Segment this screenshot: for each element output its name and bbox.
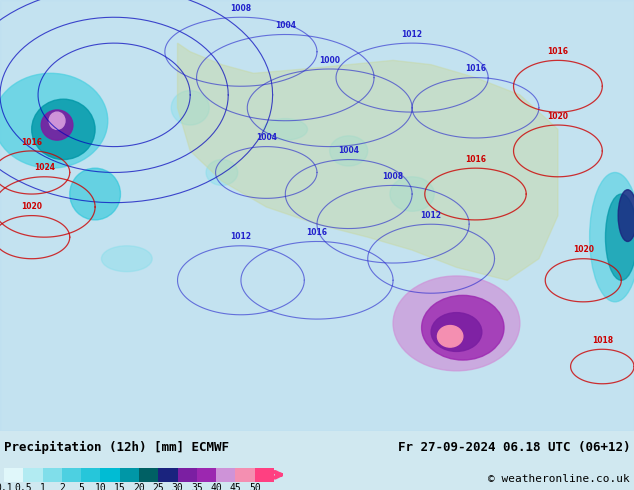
Ellipse shape xyxy=(206,160,238,185)
FancyBboxPatch shape xyxy=(4,467,23,482)
Text: 1024: 1024 xyxy=(34,164,55,172)
Text: 1004: 1004 xyxy=(338,146,359,155)
Ellipse shape xyxy=(263,119,307,140)
Ellipse shape xyxy=(393,276,520,371)
Ellipse shape xyxy=(171,91,209,125)
FancyBboxPatch shape xyxy=(235,467,255,482)
Ellipse shape xyxy=(390,177,434,211)
Text: Fr 27-09-2024 06.18 UTC (06+12): Fr 27-09-2024 06.18 UTC (06+12) xyxy=(398,441,630,454)
FancyBboxPatch shape xyxy=(216,467,235,482)
Ellipse shape xyxy=(70,168,120,220)
Ellipse shape xyxy=(49,112,65,129)
Text: 1008: 1008 xyxy=(382,172,404,181)
Text: © weatheronline.co.uk: © weatheronline.co.uk xyxy=(488,474,630,484)
Text: 1016: 1016 xyxy=(465,155,486,164)
Text: 30: 30 xyxy=(172,483,183,490)
Ellipse shape xyxy=(41,110,73,140)
Text: 1016: 1016 xyxy=(465,64,486,74)
Ellipse shape xyxy=(32,99,95,160)
Text: 1020: 1020 xyxy=(547,112,569,121)
Ellipse shape xyxy=(437,325,463,347)
Text: 50: 50 xyxy=(249,483,261,490)
Ellipse shape xyxy=(618,190,634,242)
Text: 40: 40 xyxy=(210,483,222,490)
Ellipse shape xyxy=(101,246,152,271)
Text: 1000: 1000 xyxy=(319,56,340,65)
Text: 0.1: 0.1 xyxy=(0,483,13,490)
Text: 1020: 1020 xyxy=(573,245,594,254)
FancyBboxPatch shape xyxy=(178,467,197,482)
Text: 1012: 1012 xyxy=(230,232,252,242)
FancyBboxPatch shape xyxy=(42,467,62,482)
Text: 15: 15 xyxy=(114,483,126,490)
FancyBboxPatch shape xyxy=(100,467,120,482)
Text: 1: 1 xyxy=(40,483,46,490)
FancyBboxPatch shape xyxy=(158,467,178,482)
FancyBboxPatch shape xyxy=(139,467,158,482)
Text: 25: 25 xyxy=(152,483,164,490)
Text: 2: 2 xyxy=(59,483,65,490)
Text: 5: 5 xyxy=(78,483,84,490)
Text: 1004: 1004 xyxy=(256,133,277,142)
Text: 20: 20 xyxy=(133,483,145,490)
Ellipse shape xyxy=(330,136,368,166)
Ellipse shape xyxy=(431,313,482,351)
Text: 10: 10 xyxy=(94,483,107,490)
Text: 1012: 1012 xyxy=(420,211,442,220)
Ellipse shape xyxy=(605,194,634,280)
Text: 1004: 1004 xyxy=(275,21,296,30)
FancyBboxPatch shape xyxy=(197,467,216,482)
Text: 1012: 1012 xyxy=(401,30,423,39)
Text: 1008: 1008 xyxy=(230,4,252,13)
FancyBboxPatch shape xyxy=(120,467,139,482)
Ellipse shape xyxy=(590,172,634,302)
Ellipse shape xyxy=(422,295,504,360)
Ellipse shape xyxy=(0,74,108,168)
Text: 0.5: 0.5 xyxy=(15,483,32,490)
Text: 45: 45 xyxy=(230,483,242,490)
Text: 1020: 1020 xyxy=(21,202,42,211)
Text: 35: 35 xyxy=(191,483,203,490)
Text: 1016: 1016 xyxy=(547,47,569,56)
Text: Precipitation (12h) [mm] ECMWF: Precipitation (12h) [mm] ECMWF xyxy=(4,441,229,454)
FancyBboxPatch shape xyxy=(81,467,100,482)
FancyBboxPatch shape xyxy=(255,467,274,482)
FancyBboxPatch shape xyxy=(62,467,81,482)
Text: 1016: 1016 xyxy=(21,138,42,147)
Polygon shape xyxy=(178,43,558,280)
Text: 1018: 1018 xyxy=(592,336,613,345)
FancyBboxPatch shape xyxy=(23,467,42,482)
Text: 1016: 1016 xyxy=(306,228,328,237)
